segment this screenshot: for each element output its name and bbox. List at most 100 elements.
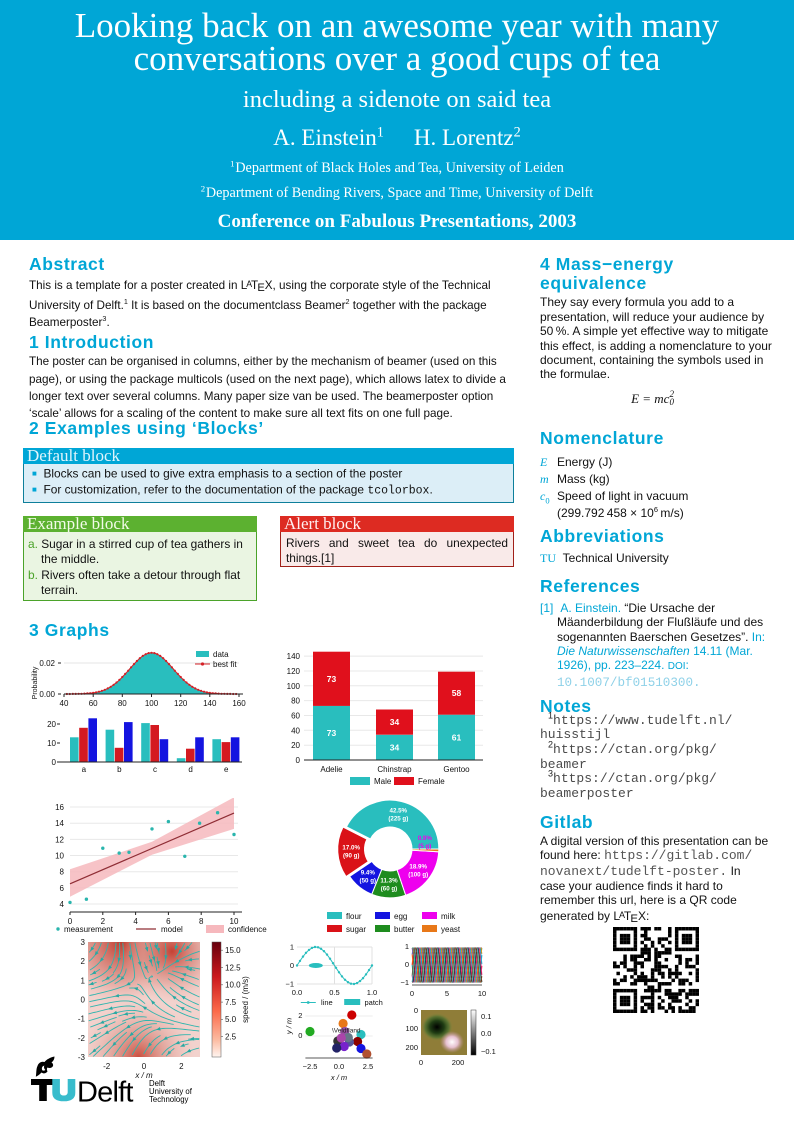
svg-text:line: line xyxy=(321,998,333,1007)
svg-text:yeast: yeast xyxy=(441,925,461,934)
svg-text:4: 4 xyxy=(133,917,138,926)
svg-text:−0.1: −0.1 xyxy=(481,1047,496,1056)
svg-text:100: 100 xyxy=(405,1024,418,1033)
svg-text:34: 34 xyxy=(390,717,400,727)
svg-text:140: 140 xyxy=(287,652,301,661)
svg-text:34: 34 xyxy=(390,742,400,752)
svg-text:flour: flour xyxy=(346,912,362,921)
svg-text:patch: patch xyxy=(365,998,383,1007)
svg-text:120: 120 xyxy=(287,667,301,676)
svg-text:2.5: 2.5 xyxy=(363,1062,373,1071)
svg-text:-3: -3 xyxy=(78,1053,86,1062)
svg-text:0.9%(5 g): 0.9% (5 g) xyxy=(418,835,433,850)
svg-text:0: 0 xyxy=(410,989,414,998)
svg-text:0: 0 xyxy=(298,1031,302,1040)
svg-text:d: d xyxy=(188,765,192,774)
svg-text:measurement: measurement xyxy=(64,925,114,934)
svg-text:sugar: sugar xyxy=(346,925,366,934)
svg-text:160: 160 xyxy=(232,699,246,708)
svg-text:1: 1 xyxy=(405,942,409,951)
svg-text:10: 10 xyxy=(230,917,239,926)
svg-text:8: 8 xyxy=(60,868,65,877)
svg-text:2: 2 xyxy=(179,1062,184,1071)
svg-text:6: 6 xyxy=(166,917,171,926)
svg-text:10: 10 xyxy=(47,739,56,748)
svg-text:0: 0 xyxy=(296,756,301,765)
svg-text:a: a xyxy=(82,765,87,774)
svg-text:0: 0 xyxy=(81,996,86,1005)
svg-text:73: 73 xyxy=(327,674,337,684)
svg-text:58: 58 xyxy=(452,688,462,698)
svg-text:c: c xyxy=(153,765,157,774)
svg-text:40: 40 xyxy=(60,699,69,708)
svg-text:1.0: 1.0 xyxy=(367,988,377,997)
svg-text:80: 80 xyxy=(291,697,300,706)
svg-text:9.4%(50 g): 9.4% (50 g) xyxy=(360,870,377,885)
svg-text:−2.5: −2.5 xyxy=(303,1062,318,1071)
svg-text:0: 0 xyxy=(142,1062,147,1071)
svg-text:e: e xyxy=(224,765,229,774)
svg-text:2: 2 xyxy=(81,957,86,966)
svg-text:61: 61 xyxy=(452,732,462,742)
svg-text:60: 60 xyxy=(89,699,98,708)
svg-text:University of: University of xyxy=(149,1087,193,1096)
svg-text:120: 120 xyxy=(174,699,188,708)
svg-text:20: 20 xyxy=(47,720,56,729)
svg-text:5: 5 xyxy=(445,989,449,998)
svg-text:Female: Female xyxy=(418,777,445,786)
svg-text:2: 2 xyxy=(298,1011,302,1020)
svg-text:0.0: 0.0 xyxy=(292,988,302,997)
svg-text:10.0: 10.0 xyxy=(225,981,241,990)
svg-text:40: 40 xyxy=(291,726,300,735)
svg-text:200: 200 xyxy=(405,1043,418,1052)
svg-text:15.0: 15.0 xyxy=(225,946,241,955)
svg-text:0.02: 0.02 xyxy=(39,659,55,668)
svg-text:Adelie: Adelie xyxy=(320,765,343,774)
svg-text:14: 14 xyxy=(55,819,64,828)
svg-text:x / m: x / m xyxy=(330,1073,347,1082)
svg-text:Gentoo: Gentoo xyxy=(443,765,470,774)
svg-text:butter: butter xyxy=(394,925,415,934)
svg-text:0: 0 xyxy=(414,1006,418,1015)
svg-text:Delft: Delft xyxy=(77,1076,133,1108)
svg-text:0: 0 xyxy=(405,960,409,969)
svg-text:100: 100 xyxy=(287,682,301,691)
svg-text:−1: −1 xyxy=(285,980,294,989)
svg-text:12.5: 12.5 xyxy=(225,963,241,972)
svg-text:10: 10 xyxy=(478,989,486,998)
svg-text:140: 140 xyxy=(203,699,217,708)
svg-text:100: 100 xyxy=(145,699,159,708)
svg-text:12: 12 xyxy=(55,835,64,844)
svg-text:−1: −1 xyxy=(400,978,409,987)
svg-text:0: 0 xyxy=(290,961,294,970)
svg-text:4: 4 xyxy=(60,900,65,909)
svg-text:b: b xyxy=(117,765,122,774)
svg-text:80: 80 xyxy=(118,699,127,708)
svg-text:18.9%(100 g): 18.9% (100 g) xyxy=(408,863,428,878)
svg-text:1: 1 xyxy=(81,976,86,985)
svg-text:-2: -2 xyxy=(78,1034,86,1043)
svg-text:Male: Male xyxy=(374,777,392,786)
svg-text:10: 10 xyxy=(55,852,64,861)
svg-text:17.0%(90 g): 17.0% (90 g) xyxy=(342,844,360,859)
svg-text:Delft: Delft xyxy=(149,1079,166,1088)
svg-text:11.3%(60 g): 11.3% (60 g) xyxy=(380,877,398,892)
svg-text:8: 8 xyxy=(199,917,204,926)
svg-text:5.0: 5.0 xyxy=(225,1015,237,1024)
svg-text:42.5%(225 g): 42.5% (225 g) xyxy=(388,808,408,823)
svg-text:60: 60 xyxy=(291,712,300,721)
svg-text:Technology: Technology xyxy=(149,1095,189,1104)
svg-text:-1: -1 xyxy=(78,1015,86,1024)
svg-text:0: 0 xyxy=(68,917,73,926)
svg-text:-2: -2 xyxy=(103,1062,111,1071)
svg-text:16: 16 xyxy=(55,803,64,812)
svg-text:speed / (m/s): speed / (m/s) xyxy=(241,976,250,1023)
svg-text:milk: milk xyxy=(441,912,456,921)
svg-text:3: 3 xyxy=(81,938,86,947)
svg-text:20: 20 xyxy=(291,741,300,750)
svg-text:model: model xyxy=(161,925,183,934)
svg-text:0.0: 0.0 xyxy=(481,1029,491,1038)
svg-text:1: 1 xyxy=(290,943,294,952)
svg-text:6: 6 xyxy=(60,884,65,893)
svg-text:0: 0 xyxy=(52,758,57,767)
